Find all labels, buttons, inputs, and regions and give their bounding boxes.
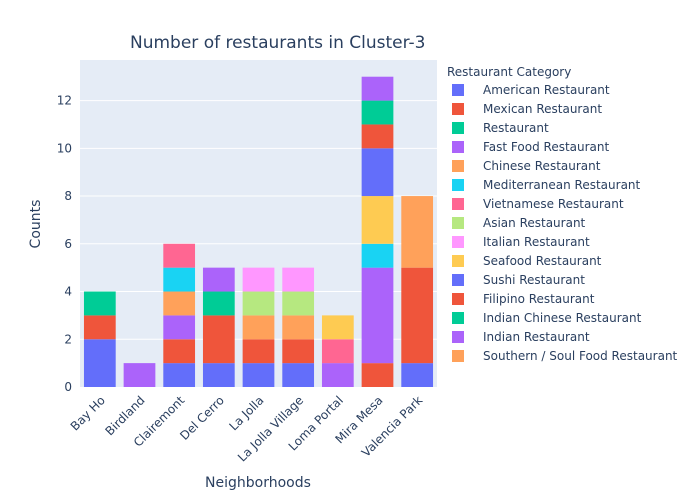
bar-segment: [361, 363, 394, 387]
x-tick-label: La Jolla: [226, 393, 266, 433]
bar-segment: [321, 339, 354, 364]
legend-item-label: Vietnamese Restaurant: [483, 197, 624, 211]
legend-item-label: Seafood Restaurant: [483, 254, 602, 268]
bar-segment: [401, 196, 434, 268]
bar-segment: [163, 267, 196, 292]
bar-segment: [361, 267, 394, 364]
legend-item-label: Italian Restaurant: [483, 235, 590, 249]
legend-swatch: [452, 103, 464, 115]
y-tick-label: 10: [57, 141, 72, 155]
bar-segment: [321, 363, 354, 387]
legend-swatch: [452, 84, 464, 96]
bar-segment: [361, 76, 394, 101]
legend-swatch: [452, 141, 464, 153]
bar-segment: [361, 196, 394, 244]
bar-segment: [123, 363, 156, 387]
bar-segment: [401, 267, 434, 364]
legend-swatch: [452, 236, 464, 248]
legend-item-label: Indian Chinese Restaurant: [483, 311, 642, 325]
y-tick-label: 0: [64, 380, 72, 394]
legend-item-label: Filipino Restaurant: [483, 292, 595, 306]
x-tick-label: Bay Ho: [68, 393, 108, 433]
legend-item-label: Mexican Restaurant: [483, 102, 602, 116]
bar-segment: [242, 363, 275, 387]
bar-segment: [321, 315, 354, 340]
bar-segment: [282, 267, 315, 292]
bars: [83, 76, 434, 387]
legend-item-label: American Restaurant: [483, 83, 610, 97]
bar-segment: [361, 124, 394, 149]
legend-item-label: Fast Food Restaurant: [483, 140, 610, 154]
bar-segment: [83, 315, 116, 340]
bar-segment: [163, 363, 196, 387]
bar-segment: [202, 363, 235, 387]
bar-segment: [242, 291, 275, 316]
y-axis-ticks: 0 2 4 6 8 10 12: [57, 94, 72, 394]
bar-segment: [361, 148, 394, 197]
legend-swatch: [452, 350, 464, 362]
x-axis-title: Neighborhoods: [205, 475, 311, 491]
bar-segment: [282, 363, 315, 387]
bar-segment: [163, 339, 196, 364]
bar-segment: [401, 363, 434, 387]
y-tick-label: 4: [64, 285, 72, 299]
bar-segment: [282, 291, 315, 316]
legend-swatch: [452, 255, 464, 267]
legend-item-label: Indian Restaurant: [483, 330, 590, 344]
chart-title: Number of restaurants in Cluster-3: [130, 33, 425, 53]
legend-swatch: [452, 274, 464, 286]
legend-swatch: [452, 160, 464, 172]
y-tick-label: 6: [64, 237, 72, 251]
legend-swatch: [452, 312, 464, 324]
legend-item-label: Chinese Restaurant: [483, 159, 601, 173]
bar-segment: [163, 291, 196, 316]
legend-swatch: [452, 217, 464, 229]
bar-segment: [202, 267, 235, 292]
legend-item-label: Southern / Soul Food Restaurant: [483, 349, 678, 363]
legend-item-label: Mediterranean Restaurant: [483, 178, 641, 192]
bar-segment: [202, 315, 235, 364]
bar-segment: [163, 315, 196, 340]
bar-segment: [83, 291, 116, 316]
legend-swatch: [452, 122, 464, 134]
bar-segment: [242, 315, 275, 340]
bar-segment: [361, 100, 394, 125]
legend-item-label: Sushi Restaurant: [483, 273, 585, 287]
legend-item-label: Restaurant: [483, 121, 549, 135]
bar-segment: [282, 315, 315, 340]
legend-item-label: Asian Restaurant: [483, 216, 586, 230]
y-tick-label: 8: [64, 189, 72, 203]
bar-segment: [242, 267, 275, 292]
bar-segment: [202, 291, 235, 316]
legend: Restaurant Category American Restaurant M…: [447, 65, 678, 363]
legend-swatch: [452, 293, 464, 305]
legend-swatch: [452, 198, 464, 210]
legend-swatch: [452, 179, 464, 191]
legend-swatch: [452, 331, 464, 343]
bar-segment: [163, 243, 196, 268]
bar-segment: [282, 339, 315, 364]
y-tick-label: 2: [64, 332, 72, 346]
y-axis-title: Counts: [28, 200, 44, 249]
bar-segment: [83, 339, 116, 387]
bar-segment: [361, 243, 394, 268]
bar-segment: [242, 339, 275, 364]
legend-title: Restaurant Category: [447, 65, 571, 79]
y-tick-label: 12: [57, 94, 72, 108]
